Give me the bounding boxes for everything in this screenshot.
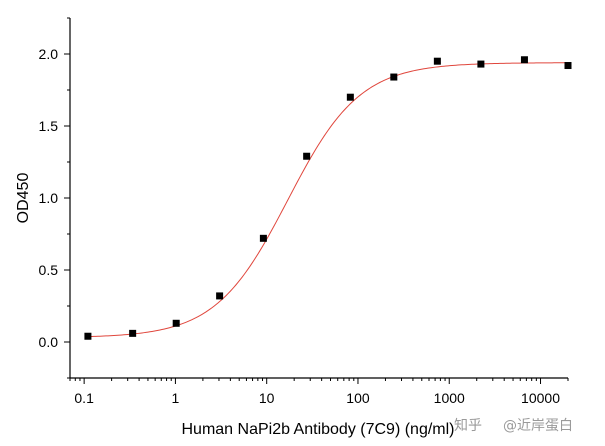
data-point xyxy=(84,332,92,340)
watermark-platform: 知乎 xyxy=(454,417,482,434)
data-point xyxy=(172,319,180,327)
x-tick-label: 1000 xyxy=(434,390,465,406)
y-tick-label: 1.5 xyxy=(39,118,59,134)
data-point xyxy=(477,60,485,68)
fit-curve-layer xyxy=(87,62,568,338)
data-point xyxy=(390,73,398,81)
data-points-layer xyxy=(84,56,572,340)
data-point xyxy=(303,152,311,160)
y-axis-title: OD450 xyxy=(15,173,32,224)
data-point xyxy=(433,57,441,65)
x-tick-label: 10 xyxy=(259,390,275,406)
x-tick-label: 0.1 xyxy=(74,390,94,406)
y-tick-label: 2.0 xyxy=(39,46,59,62)
x-tick-label: 100 xyxy=(346,390,370,406)
data-point xyxy=(259,234,267,242)
x-tick-label: 1 xyxy=(172,390,180,406)
axes: 0.0 0.5 1.0 1.5 2.0 0.1 1 10 100 1000 10000 xyxy=(39,17,569,406)
data-point xyxy=(346,93,354,101)
x-axis-title: Human NaPi2b Antibody (7C9) (ng/ml) xyxy=(181,421,454,438)
x-tick-label: 10000 xyxy=(521,390,560,406)
y-tick-label: 1.0 xyxy=(39,190,59,206)
data-point xyxy=(520,56,528,64)
data-point xyxy=(564,62,572,70)
data-point xyxy=(216,292,224,300)
data-point xyxy=(129,329,137,337)
watermark-author: @近岸蛋白 xyxy=(503,418,573,434)
fit-curve xyxy=(87,62,568,338)
y-tick-label: 0.0 xyxy=(39,334,59,350)
y-tick-label: 0.5 xyxy=(39,262,59,278)
